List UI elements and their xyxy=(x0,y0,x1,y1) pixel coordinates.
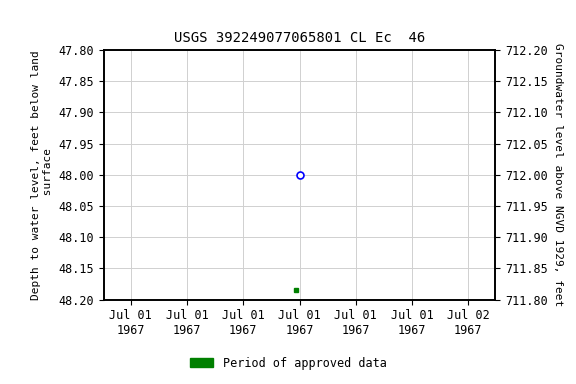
Y-axis label: Groundwater level above NGVD 1929, feet: Groundwater level above NGVD 1929, feet xyxy=(554,43,563,306)
Title: USGS 392249077065801 CL Ec  46: USGS 392249077065801 CL Ec 46 xyxy=(174,31,425,45)
Y-axis label: Depth to water level, feet below land
 surface: Depth to water level, feet below land su… xyxy=(31,50,53,300)
Legend: Period of approved data: Period of approved data xyxy=(185,352,391,374)
